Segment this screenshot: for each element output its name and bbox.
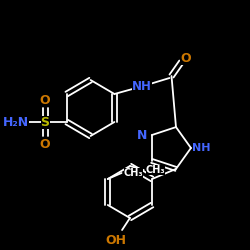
Text: O: O: [40, 94, 50, 106]
Text: O: O: [40, 138, 50, 150]
Text: S: S: [40, 116, 50, 128]
Text: N: N: [137, 128, 147, 141]
Text: CH₃: CH₃: [146, 165, 165, 175]
Text: NH: NH: [132, 80, 152, 92]
Text: NH: NH: [192, 143, 210, 153]
Text: O: O: [180, 52, 190, 64]
Text: H₂N: H₂N: [2, 116, 29, 128]
Text: CH₃: CH₃: [124, 168, 143, 178]
Text: OH: OH: [106, 234, 127, 246]
